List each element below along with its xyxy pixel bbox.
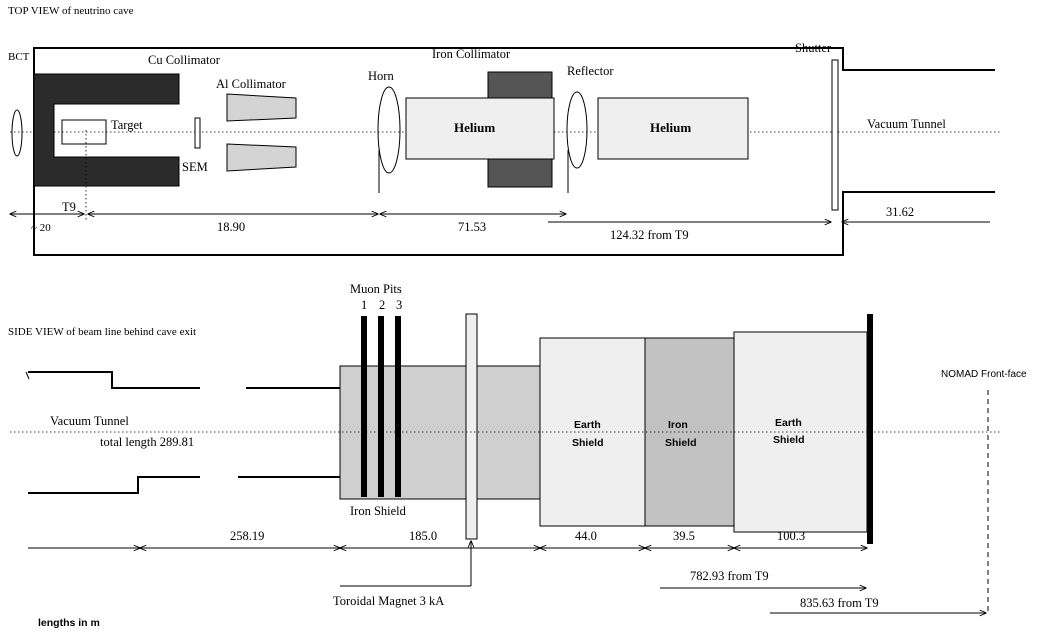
vacuum-tunnel-tick: [25, 371, 30, 380]
al-collimator-lower: [226, 143, 297, 172]
toroidal-magnet: [465, 313, 478, 540]
helium-2-label: Helium: [650, 120, 691, 135]
muon-pit-3: [395, 316, 401, 497]
bct-element: [11, 109, 23, 157]
horn-label: Horn: [368, 69, 394, 83]
earth-shield-1-line1: Earth: [574, 419, 601, 431]
sem-element: [194, 117, 201, 149]
dim-258-19: 258.19: [230, 529, 264, 543]
shutter-label: Shutter: [795, 41, 832, 55]
dim-approx-20: ~ 20: [31, 222, 51, 234]
cu-collimator: [33, 73, 180, 187]
muon-pits-label: Muon Pits: [350, 282, 402, 296]
iron-collimator-label: Iron Collimator: [432, 47, 511, 61]
total-length-label: total length 289.81: [100, 435, 194, 449]
helium-vessel-1: [405, 97, 555, 160]
t9-label: T9: [62, 200, 76, 214]
reflector-element: [566, 91, 588, 169]
shield-end-plate: [867, 314, 873, 544]
bct-label: BCT: [8, 51, 30, 63]
side-view-title: SIDE VIEW of beam line behind cave exit: [8, 326, 196, 338]
nomad-label: NOMAD Front-face: [941, 369, 1027, 380]
muon-pit-1: [361, 316, 367, 497]
dim-100-3: 100.3: [777, 529, 805, 543]
dim-835-63: 835.63 from T9: [800, 596, 879, 610]
vacuum-tunnel-lower: [28, 476, 200, 494]
earth-shield-1: [539, 337, 646, 527]
horn-element: [377, 86, 401, 174]
muon-pit-2-number: 2: [379, 298, 385, 312]
earth-shield-2-line2: Shield: [773, 434, 805, 446]
shutter-element: [831, 59, 839, 211]
dim-18-90: 18.90: [217, 220, 245, 234]
iron-shield-label: Iron Shield: [350, 504, 407, 518]
vacuum-tunnel-upper: [28, 371, 200, 389]
top-vacuum-tunnel-label: Vacuum Tunnel: [867, 117, 946, 131]
cu-collimator-label: Cu Collimator: [148, 53, 221, 67]
al-collimator-label: Al Collimator: [216, 77, 287, 91]
iron-shield-line2: Shield: [665, 437, 697, 449]
dim-44-0: 44.0: [575, 529, 597, 543]
units-note: lengths in m: [38, 617, 100, 629]
muon-pit-2: [378, 316, 384, 497]
sem-label: SEM: [182, 160, 208, 174]
muon-pit-3-number: 3: [396, 298, 402, 312]
earth-shield-2: [733, 331, 868, 533]
helium-vessel-2: [597, 97, 749, 160]
iron-shield-line1: Iron: [668, 419, 688, 431]
toroidal-magnet-label: Toroidal Magnet 3 kA: [333, 594, 444, 608]
dim-782-93: 782.93 from T9: [690, 569, 769, 583]
al-collimator-upper: [226, 93, 297, 122]
dim-71-53: 71.53: [458, 220, 486, 234]
side-vacuum-tunnel-label: Vacuum Tunnel: [50, 414, 129, 428]
earth-shield-1-line2: Shield: [572, 437, 604, 449]
dim-39-5: 39.5: [673, 529, 695, 543]
earth-shield-2-line1: Earth: [775, 417, 802, 429]
dim-124-32: 124.32 from T9: [610, 228, 689, 242]
top-view-title: TOP VIEW of neutrino cave: [8, 5, 134, 17]
reflector-label: Reflector: [567, 64, 614, 78]
target-box: [61, 119, 107, 145]
dim-31-62: 31.62: [886, 205, 914, 219]
helium-1-label: Helium: [454, 120, 495, 135]
target-label: Target: [111, 118, 143, 132]
muon-pit-1-number: 1: [361, 298, 367, 312]
iron-shield-block: [339, 365, 541, 500]
dim-185-0: 185.0: [409, 529, 437, 543]
